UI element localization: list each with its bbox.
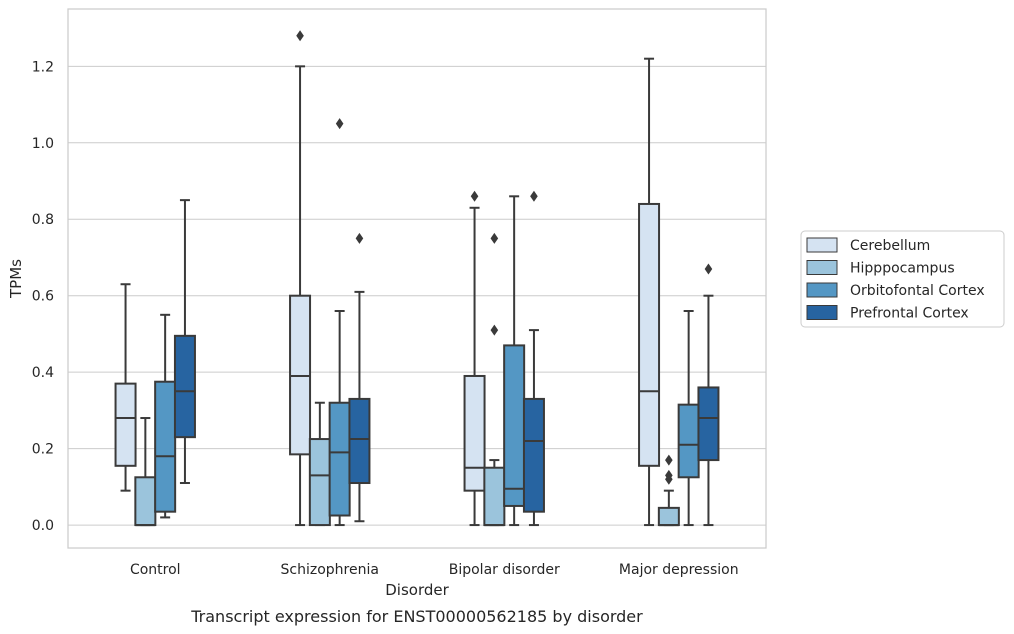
box-iqr bbox=[503, 344, 526, 507]
box-prefrontal-cortex bbox=[173, 199, 196, 485]
x-tick-label: Control bbox=[130, 562, 181, 578]
box-iqr bbox=[522, 397, 545, 513]
y-tick-label: 0.2 bbox=[32, 442, 54, 458]
outlier-point bbox=[296, 30, 304, 42]
outlier-point bbox=[530, 190, 538, 202]
legend-label-hipppocampus: Hipppocampus bbox=[850, 261, 955, 277]
y-tick-label: 0.6 bbox=[32, 289, 54, 305]
legend-label-prefrontal-cortex: Prefrontal Cortex bbox=[850, 306, 969, 322]
boxes bbox=[114, 30, 720, 527]
legend-swatch-hipppocampus bbox=[806, 260, 838, 275]
legend-label-cerebellum: Cerebellum bbox=[850, 238, 930, 254]
y-tick-label: 0.8 bbox=[32, 212, 54, 228]
box-iqr bbox=[134, 476, 157, 527]
box-prefrontal-cortex bbox=[348, 232, 371, 523]
box-orbitofontal-cortex bbox=[677, 309, 700, 527]
box-iqr bbox=[483, 466, 506, 527]
box-cerebellum bbox=[638, 57, 661, 527]
box-iqr bbox=[348, 397, 371, 485]
outlier-point bbox=[335, 118, 344, 130]
legend-swatch-cerebellum bbox=[806, 237, 838, 253]
x-tick-label: Bipolar disorder bbox=[449, 562, 560, 578]
legend-frame bbox=[800, 230, 1005, 328]
x-tick-label: Major depression bbox=[619, 562, 739, 578]
box-orbitofontal-cortex bbox=[154, 313, 177, 519]
y-tick-labels: 0.0 0.2 0.4 0.6 0.8 1.0 1.2 bbox=[32, 59, 54, 534]
y-tick-label: 1.0 bbox=[32, 136, 54, 152]
box-iqr bbox=[638, 202, 661, 467]
legend-label-orbitofontal-cortex: Orbitofontal Cortex bbox=[850, 283, 985, 299]
box-hipppocampus bbox=[134, 417, 157, 527]
legend: Cerebellum Hipppocampus Orbitofontal Corte… bbox=[800, 230, 1005, 328]
box-iqr bbox=[308, 438, 331, 527]
box-iqr bbox=[677, 403, 700, 479]
box-cerebellum bbox=[114, 283, 137, 492]
box-hipppocampus bbox=[657, 454, 680, 527]
x-tick-labels: Control Schizophrenia Bipolar disorder Majo… bbox=[130, 562, 739, 578]
box-prefrontal-cortex bbox=[522, 190, 545, 527]
outlier-point bbox=[470, 190, 479, 202]
legend-swatch-orbitofontal-cortex bbox=[806, 282, 838, 298]
box-iqr bbox=[697, 386, 720, 462]
y-tick-label: 0.0 bbox=[32, 518, 54, 534]
box-iqr bbox=[173, 334, 196, 439]
box-iqr bbox=[657, 506, 680, 527]
outlier-point bbox=[355, 232, 364, 244]
y-tick-label: 1.2 bbox=[32, 59, 54, 75]
outlier-point bbox=[490, 324, 499, 336]
x-tick-label: Schizophrenia bbox=[281, 562, 379, 578]
y-axis-label: TPMs bbox=[7, 259, 25, 299]
y-tick-label: 0.4 bbox=[32, 365, 54, 381]
box-iqr bbox=[463, 374, 486, 492]
box-iqr bbox=[154, 380, 177, 513]
legend-swatch-prefrontal-cortex bbox=[806, 305, 838, 320]
box-prefrontal-cortex bbox=[697, 263, 720, 527]
chart-caption: Transcript expression for ENST0000056218… bbox=[190, 607, 643, 626]
box-iqr bbox=[328, 401, 351, 517]
box-orbitofontal-cortex bbox=[328, 118, 351, 527]
outlier-point bbox=[704, 263, 713, 275]
x-axis-label: Disorder bbox=[385, 581, 449, 599]
box-cerebellum bbox=[463, 190, 486, 527]
plot-frame bbox=[67, 8, 767, 549]
outlier-point bbox=[665, 469, 673, 481]
box-cerebellum bbox=[289, 30, 312, 527]
outlier-point bbox=[665, 454, 673, 466]
box-iqr bbox=[114, 382, 137, 467]
outlier-point bbox=[490, 232, 499, 244]
